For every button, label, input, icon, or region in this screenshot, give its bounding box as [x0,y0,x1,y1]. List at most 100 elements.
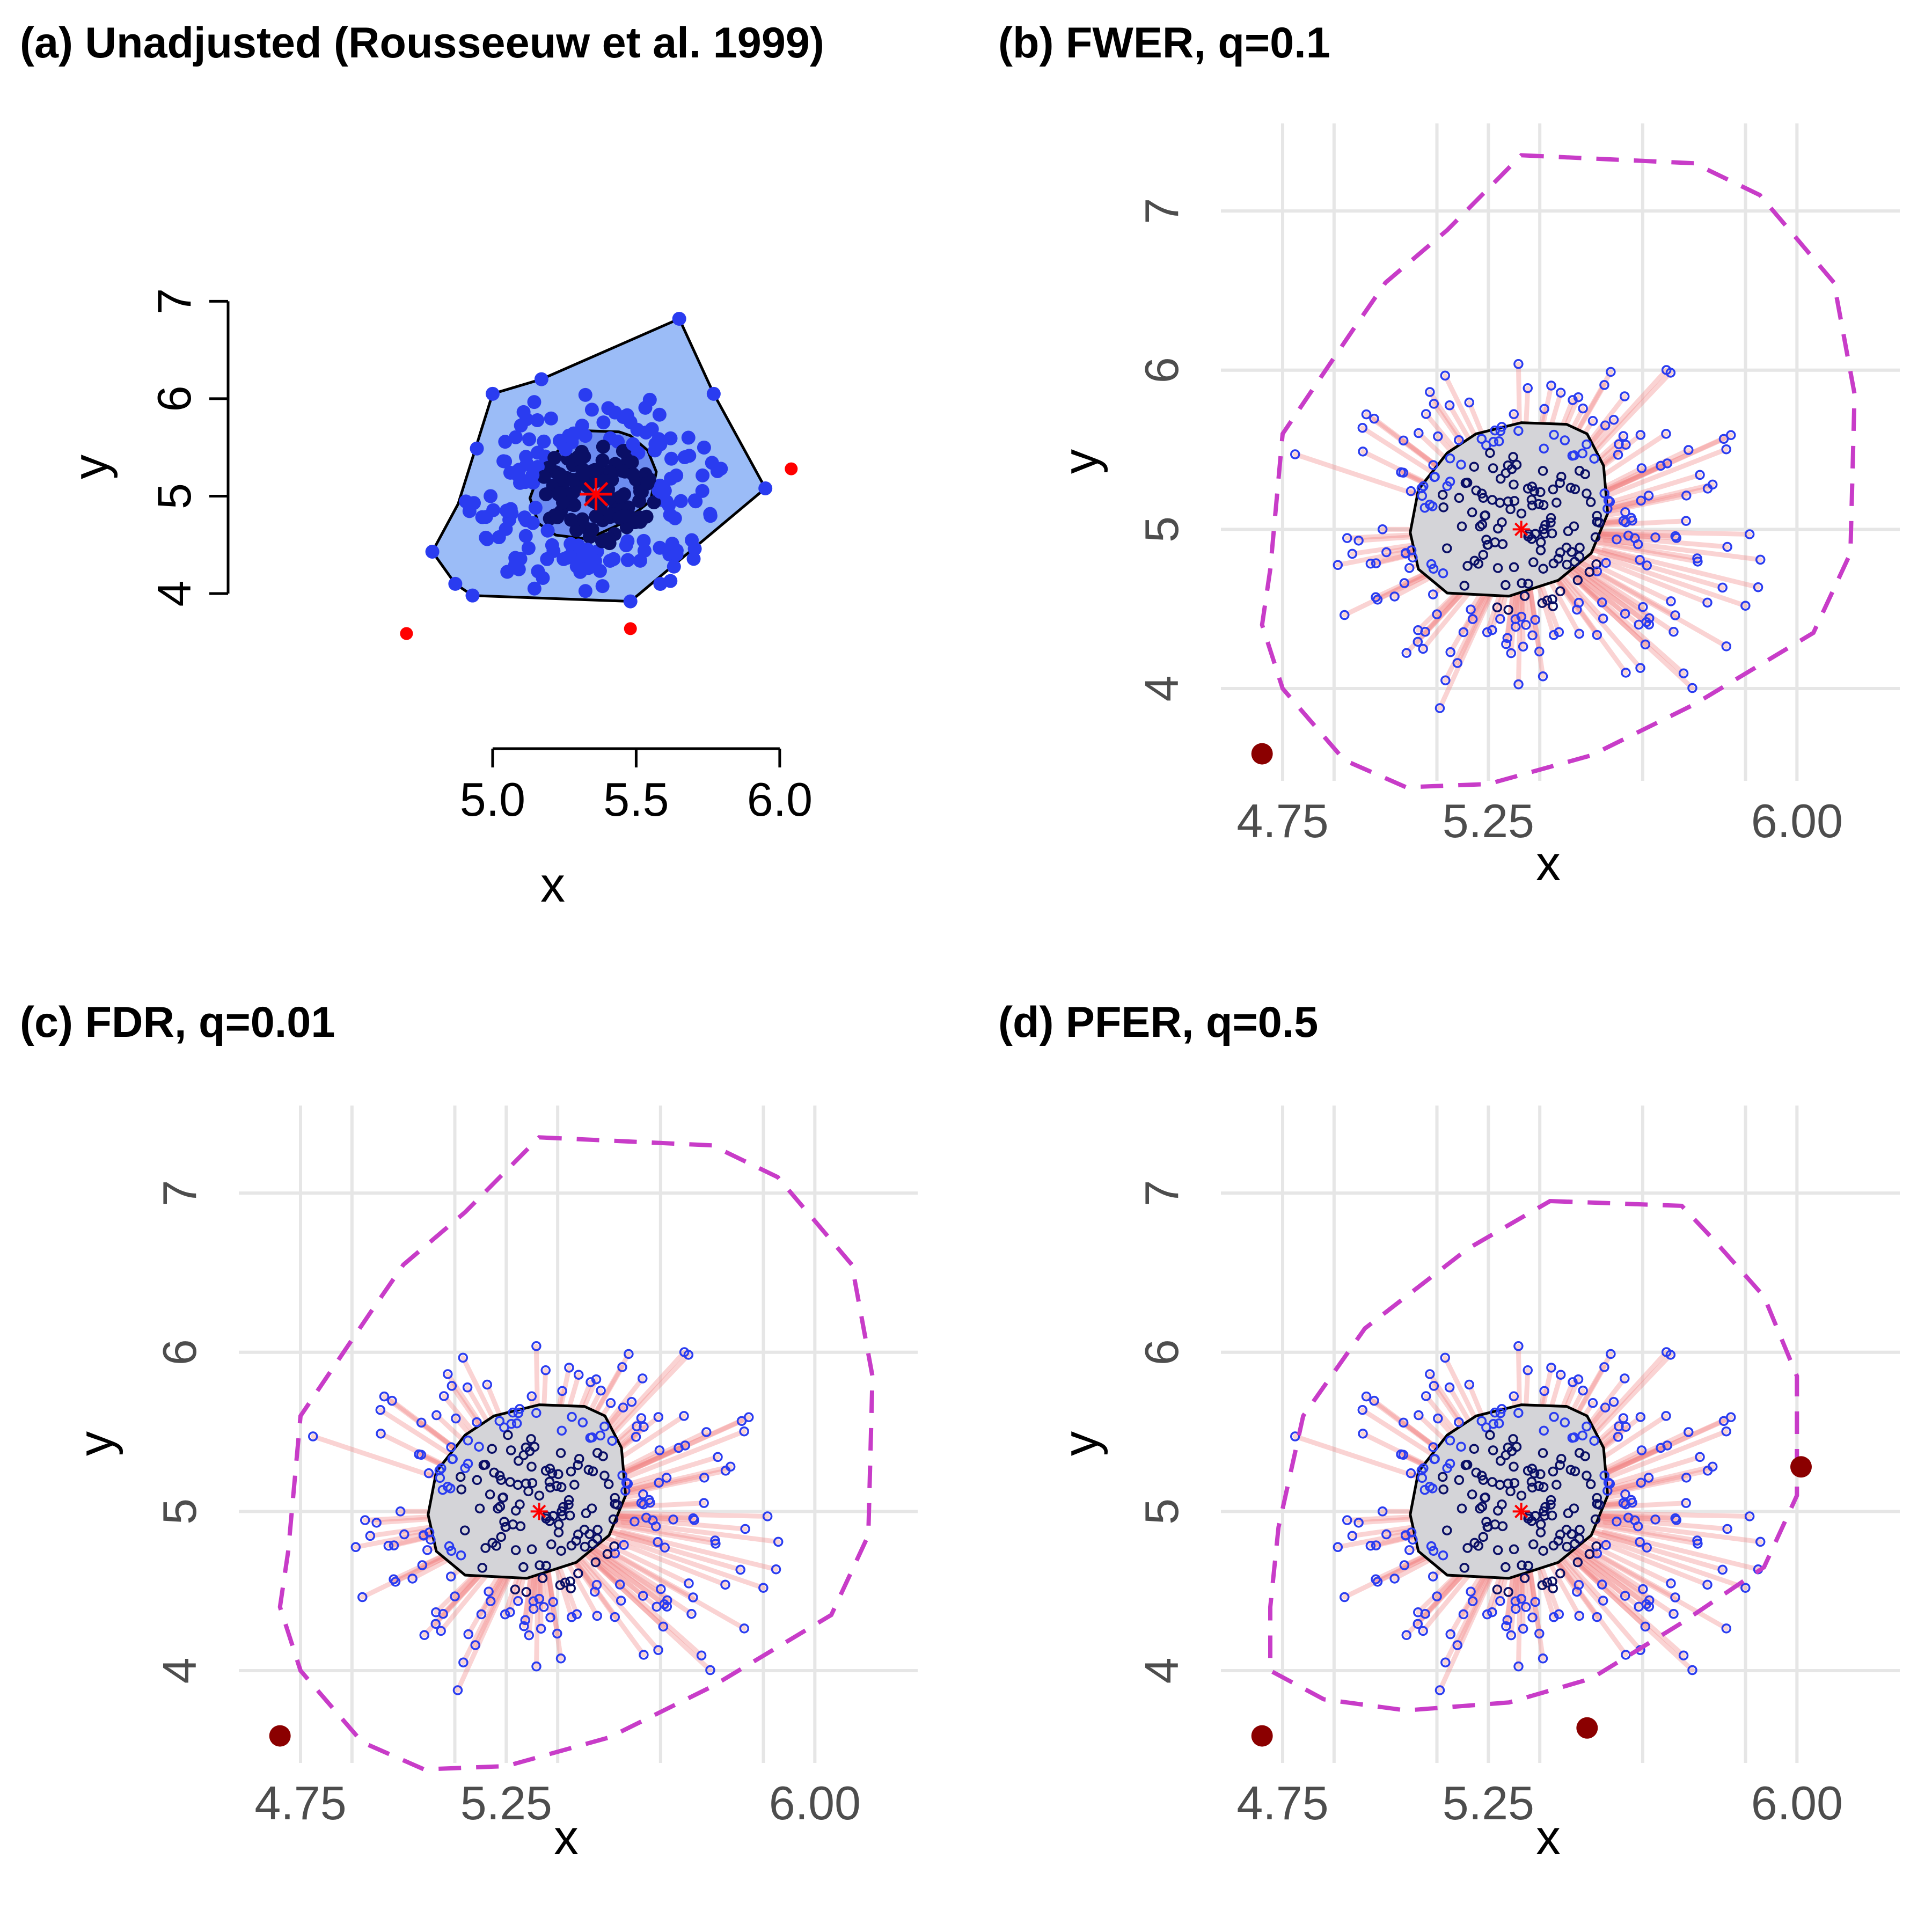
data-point [596,440,610,454]
data-point [773,1536,784,1547]
data-point [463,1459,473,1469]
data-point [1644,1601,1655,1612]
data-point [1549,1411,1559,1422]
data-point [1542,1577,1553,1588]
data-point [1469,1444,1480,1454]
data-point [1452,658,1462,668]
data-point [639,1650,649,1660]
data-point [1509,1391,1519,1402]
data-point [1509,1461,1519,1472]
data-point [1721,641,1732,652]
data-point [496,1475,507,1485]
data-point [430,1619,441,1629]
data-point [623,594,638,609]
data-point [1396,1449,1406,1460]
data-point [581,1508,591,1519]
data-point [470,441,484,456]
y-tick-label: 5 [148,483,201,509]
data-point [1555,547,1565,558]
data-point [1513,426,1524,436]
data-point [1459,581,1469,591]
data-point [557,552,571,566]
data-point [1574,628,1584,639]
data-point [653,1537,663,1547]
data-point [1572,604,1582,615]
data-point [1401,648,1412,658]
data-point [1459,1563,1469,1573]
data-point [1454,1417,1464,1428]
data-point [485,1489,495,1499]
data-point [1357,1404,1368,1415]
ray-segment [1592,1415,1733,1481]
data-point [614,1579,625,1590]
y-tick-label: 4 [153,1657,206,1684]
x-tick-label: 4.75 [1236,1776,1328,1829]
data-point [1495,613,1505,624]
data-point [1569,521,1579,531]
ray-segment [580,1549,666,1629]
data-point [556,1546,566,1556]
data-point [425,544,440,559]
data-point [1599,488,1609,499]
data-point [1722,541,1732,552]
data-point [1478,550,1489,560]
data-point [1445,453,1455,464]
data-point [1400,548,1411,558]
data-point [624,1349,634,1359]
data-point [1462,1543,1473,1553]
data-point [1740,601,1751,611]
data-point [531,1341,541,1351]
data-point [1480,1492,1490,1503]
data-point [1548,1583,1558,1593]
data-point [705,1665,715,1675]
data-point [1640,1621,1651,1632]
data-point [553,1527,564,1538]
data-point [1519,591,1530,601]
data-point [1501,639,1511,649]
data-point [1398,435,1409,446]
data-point [665,537,679,551]
data-point [1487,625,1497,635]
x-axis-title: x [1536,1810,1561,1865]
data-point [1523,579,1533,589]
data-point [423,1468,434,1479]
data-point [524,1446,535,1457]
data-point [1722,1524,1732,1534]
data-point [652,432,666,447]
ray-segment [1580,538,1700,564]
ray-segment [1571,1534,1673,1586]
data-point [1357,422,1368,433]
data-point [1580,1451,1590,1461]
data-point [1458,1609,1469,1620]
fence-polygon [1260,153,1857,789]
data-point [669,547,684,562]
data-point [365,1531,376,1541]
ray-segment [1578,1564,1695,1673]
y-tick-label: 4 [1135,675,1188,701]
ray-segment [577,1542,660,1609]
data-point [583,1465,594,1475]
data-point [446,1546,457,1556]
data-point [1693,1539,1703,1549]
data-point [566,1583,576,1593]
data-point [530,413,545,428]
data-point [536,1623,546,1634]
data-point [1437,489,1448,500]
data-point [1513,1341,1524,1351]
panel-c: 4.75 5.25 6.00 4 5 6 7 x y [69,1106,918,1865]
data-point [1644,613,1655,624]
data-point [626,437,640,451]
data-point [564,1499,574,1510]
data-point [1644,619,1655,630]
data-point [458,1657,469,1667]
data-point [1635,663,1645,673]
data-point [1488,1445,1498,1455]
data-point [1517,1560,1527,1570]
data-point [1547,594,1557,605]
ray-segment [1562,567,1648,647]
data-point [662,1601,672,1612]
ray-segment [608,1429,747,1486]
data-point [1501,1621,1511,1631]
data-point [1473,1541,1484,1551]
data-point [1546,380,1556,391]
